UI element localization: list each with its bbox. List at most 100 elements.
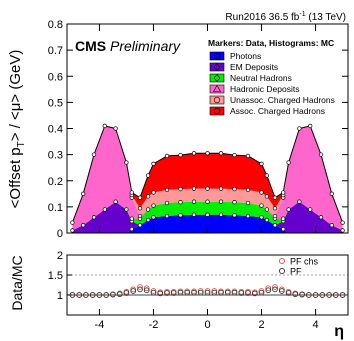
- data-marker: [272, 195, 278, 200]
- ratio-point-pf: [218, 289, 224, 296]
- ratio-x-tick-label: 4: [313, 319, 319, 331]
- ratio-point-pf-chs: [130, 286, 137, 293]
- stacked-areas: [70, 123, 345, 233]
- data-marker: [178, 200, 183, 205]
- ratio-point-pf: [265, 287, 272, 294]
- data-marker: [113, 199, 118, 204]
- data-marker: [129, 226, 134, 232]
- data-marker: [164, 213, 170, 219]
- ratio-point-pf: [299, 291, 305, 298]
- ratio-point-pf: [258, 289, 265, 296]
- y-tick-label: 0.1: [48, 202, 63, 214]
- data-marker: [124, 207, 129, 212]
- ratio-y-tick-label: 1.5: [48, 270, 63, 282]
- data-marker: [137, 195, 143, 200]
- data-marker: [272, 206, 278, 211]
- data-marker: [272, 223, 278, 228]
- data-marker: [205, 212, 210, 217]
- data-marker: [318, 215, 324, 220]
- ratio-point-pf-chs: [150, 288, 157, 294]
- legend-label: Neutral Hadrons: [230, 73, 292, 83]
- data-marker: [151, 161, 156, 166]
- data-marker: [259, 203, 264, 208]
- data-marker: [259, 215, 264, 220]
- ratio-point-pf: [238, 290, 245, 296]
- ratio-y-tick-label: 1: [57, 290, 63, 302]
- ratio-y-tick-label: 2: [57, 250, 63, 262]
- ratio-point-pf: [96, 292, 103, 298]
- ratio-x-axis-label: η: [334, 323, 344, 340]
- data-marker: [129, 190, 134, 195]
- cms-label: CMS Preliminary: [75, 38, 181, 54]
- y-tick-label: 0.5: [48, 97, 63, 109]
- data-marker: [329, 191, 334, 196]
- y-tick-label: 0: [57, 228, 63, 240]
- ratio-point-pf: [278, 288, 285, 294]
- ratio-point-pf-chs: [258, 288, 265, 294]
- ratio-point-pf-chs: [265, 285, 272, 292]
- data-marker: [137, 223, 143, 228]
- data-marker: [218, 199, 224, 204]
- ratio-point-pf: [319, 292, 326, 298]
- data-marker: [145, 194, 151, 199]
- data-marker: [102, 123, 107, 129]
- ratio-x-tick-label: 2: [258, 319, 264, 331]
- ratio-point-pf-chs: [137, 284, 143, 290]
- data-marker: [137, 213, 143, 219]
- data-marker: [70, 228, 75, 233]
- data-marker: [218, 151, 224, 156]
- ratio-point-pf-chs: [272, 284, 278, 290]
- data-marker: [281, 216, 286, 221]
- ratio-legend-label: PF: [290, 267, 302, 277]
- main-plot-frame: [66, 23, 349, 234]
- data-marker: [164, 187, 170, 193]
- data-marker: [178, 152, 183, 158]
- ratio-point-pf: [292, 291, 299, 298]
- data-marker: [191, 212, 197, 217]
- data-marker: [308, 123, 313, 129]
- data-marker: [102, 207, 107, 212]
- ratio-point-pf: [272, 286, 278, 293]
- data-marker: [151, 190, 156, 195]
- y-tick-label: 0.4: [48, 124, 63, 136]
- legend-title: Markers: Data, Histograms: MC: [208, 38, 334, 48]
- ratio-plot-frame: [66, 254, 349, 316]
- ratio-x-tick-label: -2: [149, 319, 159, 331]
- run-label: Run2016 36.5 fb-1 (13 TeV): [225, 11, 346, 23]
- data-marker: [281, 226, 286, 232]
- data-marker: [340, 228, 345, 233]
- ratio-point-pf: [69, 292, 76, 298]
- ratio-point-pf: [103, 292, 110, 298]
- data-marker: [205, 186, 210, 191]
- ratio-x-tick-label: -4: [95, 319, 105, 331]
- ratio-legend-marker: [278, 257, 286, 265]
- data-marker: [245, 213, 251, 219]
- data-marker: [191, 199, 197, 204]
- data-marker: [178, 186, 183, 192]
- data-marker: [218, 186, 224, 191]
- ratio-point-pf: [332, 292, 339, 298]
- ratio-point-pf: [191, 289, 197, 296]
- data-marker: [124, 160, 129, 165]
- data-marker: [264, 173, 270, 178]
- ratio-point-pf-chs: [211, 288, 218, 294]
- ratio-point-pf: [177, 289, 184, 296]
- data-marker: [81, 191, 86, 196]
- data-marker: [145, 207, 151, 212]
- data-marker: [286, 160, 291, 165]
- data-marker: [81, 223, 86, 228]
- data-marker: [232, 152, 237, 158]
- y-tick-label: 0.8: [48, 19, 63, 31]
- ratio-point-pf: [312, 292, 319, 298]
- data-marker: [264, 207, 270, 212]
- legend-label: Unassoc. Charged Hadrons: [230, 95, 335, 105]
- ratio-point-pf: [130, 288, 137, 294]
- data-marker: [70, 220, 75, 225]
- data-marker: [232, 200, 237, 205]
- legend-label: Hadronic Deposits: [230, 84, 299, 94]
- data-marker: [129, 216, 134, 221]
- ratio-point-pf: [89, 292, 96, 298]
- data-marker: [264, 217, 270, 223]
- data-marker: [145, 217, 151, 223]
